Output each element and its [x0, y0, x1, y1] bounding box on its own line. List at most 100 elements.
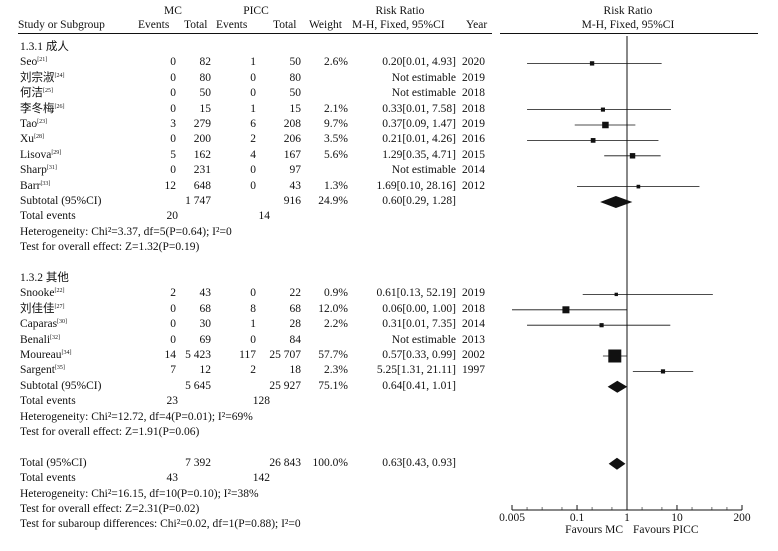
reference-marker: [33] [40, 180, 51, 187]
study-total-picc: 18 [289, 364, 302, 377]
study-events-mc: 0 [170, 133, 176, 146]
study-weight: 2.2% [324, 318, 348, 331]
header-total-picc: Total [273, 19, 297, 31]
study-total-picc: 208 [283, 118, 301, 130]
total-events-picc: 128 [252, 395, 270, 408]
reference-marker: [32] [50, 334, 61, 341]
study-total-picc: 15 [289, 102, 302, 115]
pooled-diamond [600, 196, 633, 208]
study-year: 2018 [462, 87, 485, 100]
study-total-mc: 5 423 [185, 349, 211, 361]
study-year: 2020 [462, 56, 485, 69]
study-events-mc: 0 [170, 302, 176, 315]
subtotal-name: Subtotal (95%CI) [20, 195, 102, 207]
subtotal-risk-ratio-ci: 0.64[0.41, 1.01] [382, 379, 456, 392]
total-events-mc: 23 [166, 395, 179, 408]
study-point-estimate [599, 323, 604, 328]
study-name: Sargent[35] [20, 364, 65, 377]
study-total-picc: 50 [289, 87, 302, 100]
study-events-picc: 0 [250, 287, 256, 300]
study-risk-ratio-ci: 0.57[0.33, 0.99] [382, 349, 456, 361]
study-events-mc: 14 [164, 349, 177, 361]
study-year: 2014 [462, 318, 485, 331]
subtotal-total-picc: 25 927 [269, 379, 301, 392]
test-note: Heterogeneity: Chi²=12.72, df=4(P=0.01);… [20, 410, 253, 423]
study-risk-ratio-ci: Not estimable [391, 71, 456, 84]
header-events-mc: Events [138, 19, 170, 31]
study-name: Snooke[22] [20, 287, 65, 300]
favours-right-label: Favours PICC [633, 524, 699, 536]
study-year: 1997 [462, 364, 485, 377]
study-total-mc: 30 [199, 318, 212, 331]
study-risk-ratio-ci: Not estimable [391, 87, 456, 100]
study-point-estimate [636, 184, 641, 189]
study-total-mc: 162 [193, 148, 211, 161]
study-events-picc: 1 [250, 102, 256, 115]
favours-left-label: Favours MC [565, 524, 623, 536]
study-events-picc: 0 [250, 71, 256, 84]
study-events-picc: 1 [250, 318, 256, 331]
subtotal-risk-ratio-ci: 0.60[0.29, 1.28] [382, 195, 456, 207]
test-note: Test for overall effect: Z=1.32(P=0.19) [20, 241, 200, 254]
study-total-mc: 43 [199, 287, 212, 300]
header-mc: MC [164, 5, 182, 17]
study-total-mc: 200 [193, 133, 211, 146]
study-events-mc: 2 [170, 287, 176, 300]
study-point-estimate [629, 153, 636, 159]
header-method: M-H, Fixed, 95%CI [352, 19, 445, 31]
study-year: 2018 [462, 302, 485, 315]
total-events-label: Total events [20, 472, 76, 485]
study-events-picc: 0 [250, 164, 256, 177]
study-weight: 12.0% [318, 302, 348, 315]
study-weight: 5.6% [324, 148, 348, 161]
study-total-picc: 80 [289, 71, 302, 84]
total-events-picc: 14 [258, 210, 271, 223]
study-events-picc: 8 [250, 302, 256, 315]
study-total-picc: 43 [289, 179, 302, 192]
test-note: Heterogeneity: Chi²=16.15, df=10(P=0.10)… [20, 487, 259, 500]
reference-marker: [35] [54, 365, 65, 372]
study-weight: 2.1% [324, 102, 348, 115]
reference-marker: [28] [34, 134, 45, 141]
pooled-diamond [607, 380, 628, 393]
study-year: 2019 [462, 71, 485, 84]
subgroup-heading: 1.3.1 成人 [20, 41, 69, 53]
study-year: 2019 [462, 287, 485, 300]
study-name: Caparas[30] [20, 318, 68, 331]
x-tick-label: 1 [624, 512, 630, 524]
study-name: 刘佳佳[27] [20, 302, 65, 315]
subtotal-weight: 100.0% [312, 456, 348, 469]
test-note: Test for overall effect: Z=2.31(P=0.02) [20, 503, 200, 515]
header-risk-ratio: Risk Ratio [375, 5, 425, 17]
study-events-picc: 2 [250, 364, 256, 377]
reference-marker: [21] [37, 57, 48, 64]
study-risk-ratio-ci: 1.29[0.35, 4.71] [382, 148, 456, 161]
study-year: 2002 [462, 349, 485, 361]
study-name: Seo[21] [20, 56, 48, 69]
x-tick-label: 10 [671, 512, 683, 524]
study-point-estimate [608, 349, 622, 363]
study-total-mc: 648 [193, 179, 211, 192]
study-name: Benali[32] [20, 333, 61, 346]
header-weight: Weight [309, 19, 342, 31]
study-year: 2012 [462, 179, 485, 192]
study-weight: 9.7% [324, 118, 348, 130]
test-note: Heterogeneity: Chi²=3.37, df=5(P=0.64); … [20, 225, 232, 238]
study-name: 李冬梅[26] [20, 102, 65, 115]
study-year: 2019 [462, 118, 485, 130]
study-total-picc: 28 [289, 318, 302, 331]
study-events-picc: 1 [250, 56, 256, 69]
study-events-mc: 3 [170, 118, 176, 130]
study-name: Sharp[31] [20, 164, 57, 177]
reference-marker: [30] [57, 319, 68, 326]
study-total-mc: 279 [193, 118, 211, 130]
total-events-mc: 20 [166, 210, 179, 223]
study-events-mc: 0 [170, 333, 176, 346]
study-total-picc: 84 [289, 333, 302, 346]
header-year: Year [466, 19, 488, 31]
study-events-mc: 0 [170, 164, 176, 177]
study-events-picc: 6 [250, 118, 256, 130]
study-events-picc: 0 [250, 87, 256, 100]
study-name: Tao[23] [20, 118, 48, 130]
subtotal-name: Subtotal (95%CI) [20, 379, 102, 392]
